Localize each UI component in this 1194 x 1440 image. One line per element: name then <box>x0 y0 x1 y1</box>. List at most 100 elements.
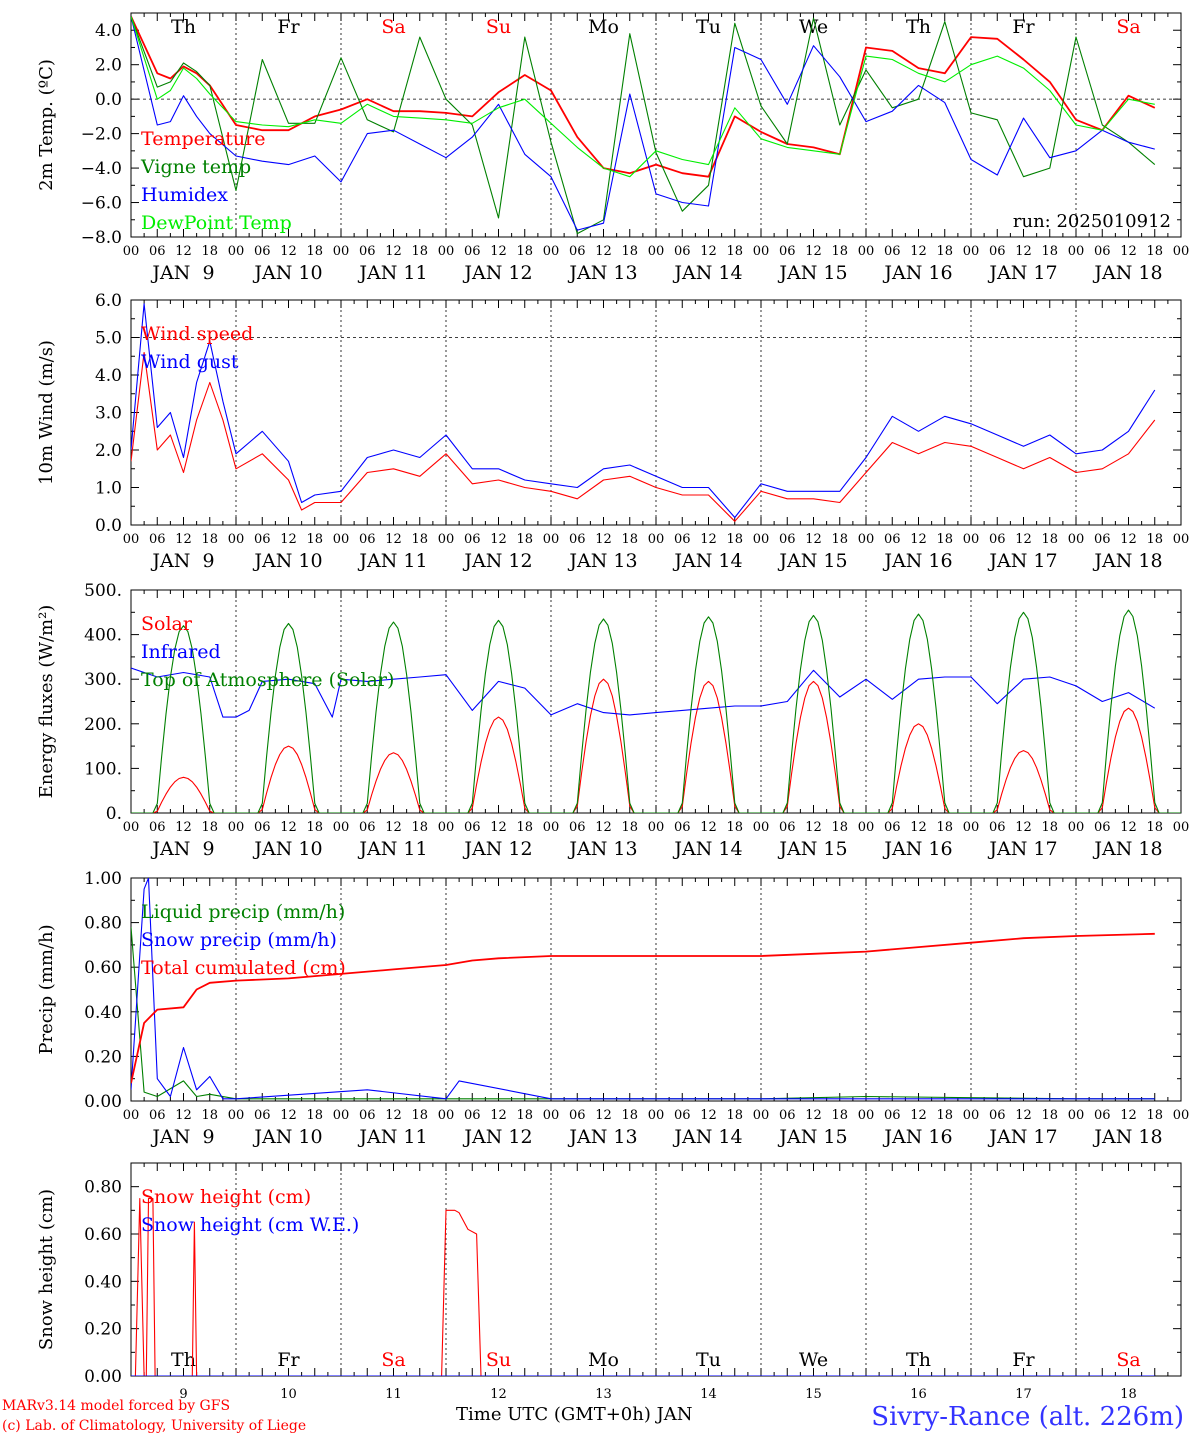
hour-label: 18 <box>726 820 743 835</box>
weekday-label: Th <box>171 1349 196 1371</box>
hour-label: 12 <box>385 820 402 835</box>
date-label: JAN 15 <box>777 262 847 284</box>
hour-label: 00 <box>333 532 350 547</box>
date-label: JAN 11 <box>357 838 427 860</box>
y-tick-label: 0.80 <box>84 914 122 934</box>
date-label: JAN 17 <box>987 1126 1057 1148</box>
hour-label: 18 <box>201 532 218 547</box>
y-tick-label: 0.0 <box>95 90 122 110</box>
hour-label: 18 <box>516 820 533 835</box>
legend-entry: Snow height (cm) <box>141 1186 311 1208</box>
date-label: JAN 9 <box>150 1126 214 1148</box>
weekday-label: Sa <box>1116 16 1140 38</box>
hour-label: 18 <box>621 820 638 835</box>
series-line-snow-height-cm- <box>131 1197 482 1376</box>
hour-label: 00 <box>438 532 455 547</box>
date-label: JAN 10 <box>252 1126 322 1148</box>
weekday-label: We <box>799 16 828 38</box>
hour-label: 06 <box>989 244 1006 259</box>
hour-label: 06 <box>149 1108 166 1123</box>
hour-label: 06 <box>464 244 481 259</box>
hour-label: 06 <box>989 532 1006 547</box>
hour-label: 12 <box>595 1108 612 1123</box>
day-number-label: 12 <box>490 1387 507 1402</box>
hour-label: 00 <box>333 820 350 835</box>
date-label: JAN 12 <box>462 550 532 572</box>
hour-label: 00 <box>858 244 875 259</box>
hour-label: 00 <box>123 244 140 259</box>
hour-label: 12 <box>805 244 822 259</box>
date-label: JAN 15 <box>777 550 847 572</box>
hour-label: 18 <box>201 1108 218 1123</box>
y-tick-label: 1.0 <box>95 479 122 499</box>
date-label: JAN 14 <box>672 838 742 860</box>
hour-label: 12 <box>805 532 822 547</box>
date-label: JAN 11 <box>357 1126 427 1148</box>
hour-label: 00 <box>438 820 455 835</box>
hour-label: 00 <box>753 244 770 259</box>
weekday-label: Th <box>906 1349 931 1371</box>
legend-entry: Humidex <box>141 184 228 206</box>
weekday-label: Fr <box>1012 16 1035 38</box>
hour-label: 00 <box>543 244 560 259</box>
weekday-label: Fr <box>1012 1349 1035 1371</box>
hour-label: 12 <box>175 244 192 259</box>
hour-label: 12 <box>175 820 192 835</box>
hour-label: 06 <box>359 532 376 547</box>
series-line-wind-gust <box>131 303 1156 519</box>
hour-label: 18 <box>411 820 428 835</box>
y-axis-label: Snow height (cm) <box>36 1189 57 1350</box>
series-group <box>131 1197 1155 1376</box>
y-axis-label: 10m Wind (m/s) <box>36 340 57 485</box>
hour-label: 12 <box>280 820 297 835</box>
hour-label: 06 <box>674 532 691 547</box>
day-number-label: 15 <box>805 1387 822 1402</box>
y-tick-label: 1.00 <box>84 869 122 889</box>
hour-label: 18 <box>1146 820 1163 835</box>
hour-label: 00 <box>123 532 140 547</box>
date-label: JAN 18 <box>1092 550 1162 572</box>
hour-label: 12 <box>490 1108 507 1123</box>
hour-label: 00 <box>228 820 245 835</box>
hour-label: 18 <box>201 820 218 835</box>
hour-label: 18 <box>306 244 323 259</box>
hour-label: 12 <box>175 532 192 547</box>
y-tick-label: −2.0 <box>81 125 122 145</box>
hour-label: 06 <box>674 1108 691 1123</box>
hour-label: 06 <box>1094 532 1111 547</box>
hour-label: 00 <box>543 532 560 547</box>
y-tick-label: 0. <box>106 804 122 824</box>
hour-label: 00 <box>1173 820 1190 835</box>
hour-label: 00 <box>648 820 665 835</box>
y-axis-label: Energy fluxes (W/m²) <box>36 605 57 799</box>
date-label: JAN 15 <box>777 838 847 860</box>
date-label: JAN 9 <box>150 838 214 860</box>
hour-label: 18 <box>306 532 323 547</box>
hour-label: 00 <box>648 244 665 259</box>
date-label: JAN 18 <box>1092 838 1162 860</box>
legend-entry: Snow precip (mm/h) <box>141 929 337 951</box>
legend-entry: Snow height (cm W.E.) <box>141 1214 359 1236</box>
legend-entry: Wind gust <box>141 351 239 373</box>
hour-label: 18 <box>726 532 743 547</box>
hour-label: 00 <box>753 1108 770 1123</box>
weekday-label: Tu <box>696 16 721 38</box>
hour-label: 06 <box>149 244 166 259</box>
day-number-label: 18 <box>1120 1387 1137 1402</box>
hour-label: 06 <box>779 1108 796 1123</box>
hour-label: 12 <box>280 244 297 259</box>
day-number-label: 16 <box>910 1387 927 1402</box>
date-label: JAN 13 <box>567 838 637 860</box>
panel-3: 500. 400. 300. 200. 100. 0. Energy fluxes (W/m… <box>36 581 1189 860</box>
y-tick-label: 0.80 <box>84 1178 122 1198</box>
model-credit: MARv3.14 model forced by GFS <box>2 1398 231 1414</box>
hour-label: 12 <box>700 820 717 835</box>
hour-label: 18 <box>516 244 533 259</box>
chart-panels: 4.0 2.0 0.0 −2.0 −4.0 −6.0 −8.0 2m Temp. (ºC) 00… <box>36 12 1189 1402</box>
hour-label: 18 <box>936 820 953 835</box>
hour-label: 06 <box>569 1108 586 1123</box>
series-group <box>131 303 1156 522</box>
y-tick-label: 300. <box>84 670 122 690</box>
hour-label: 18 <box>1146 532 1163 547</box>
